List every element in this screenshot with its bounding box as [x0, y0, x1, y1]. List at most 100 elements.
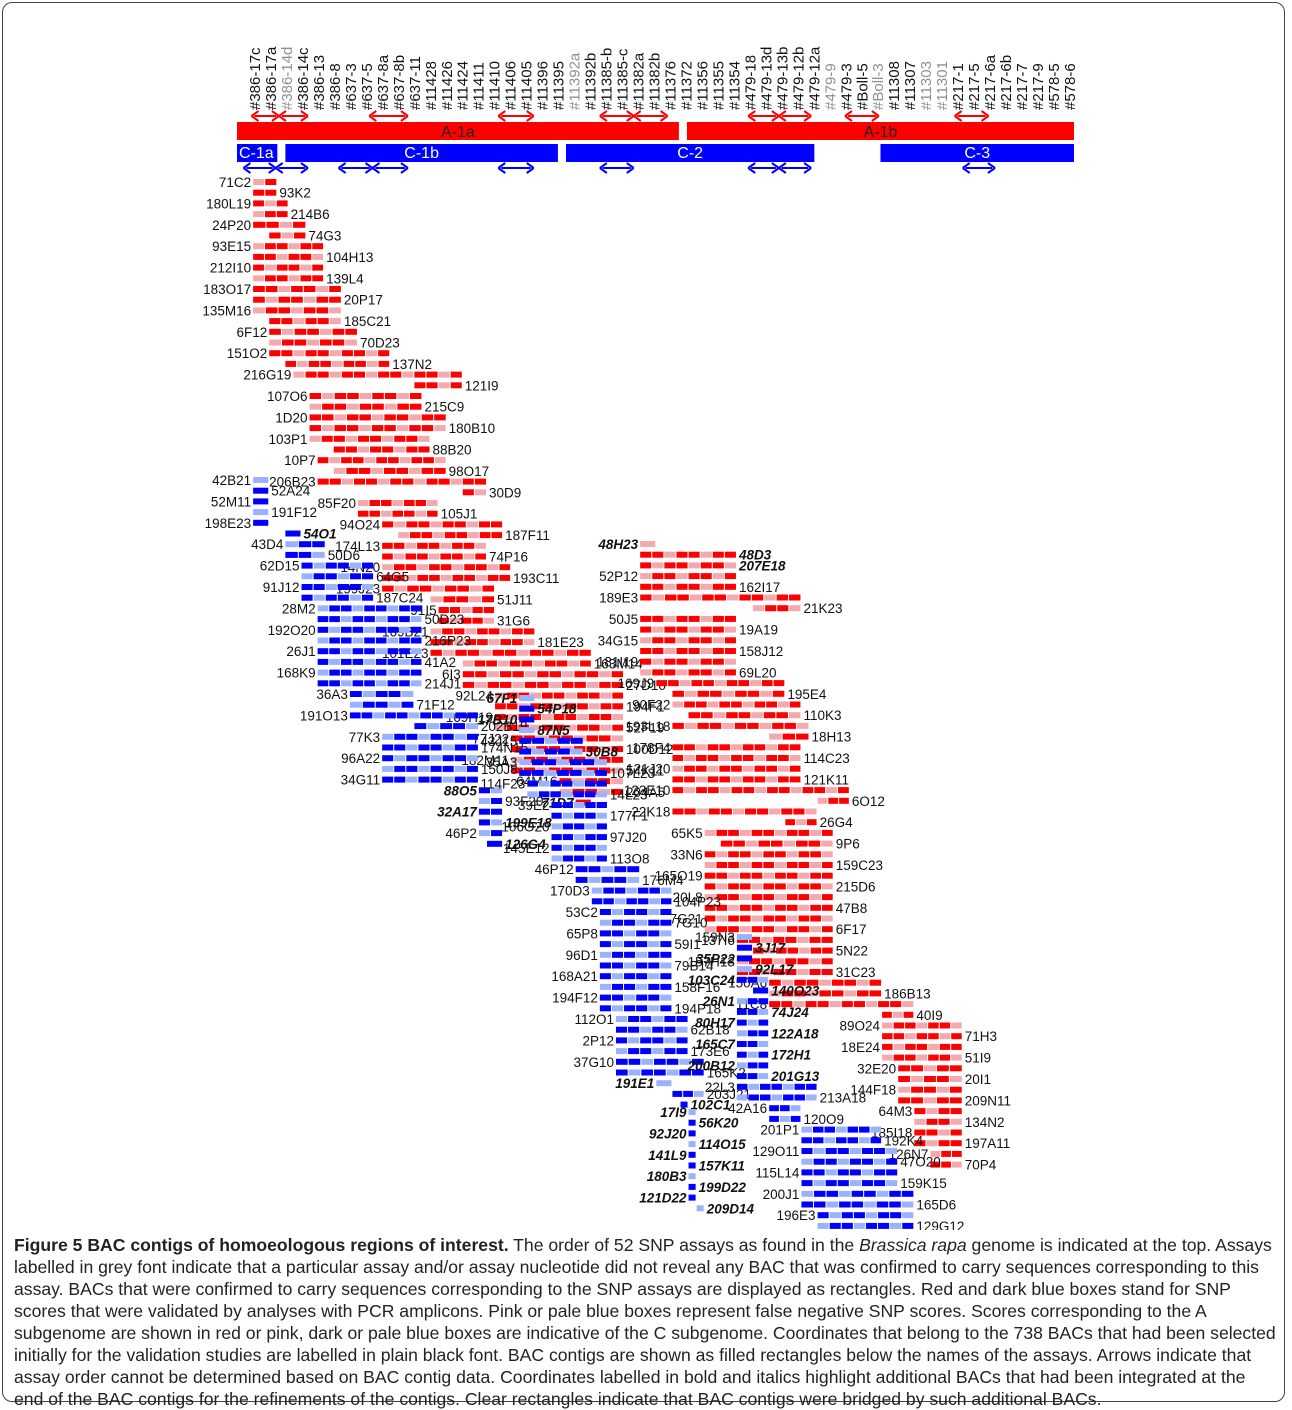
bac-segment [277, 243, 288, 249]
bac-segment [277, 265, 288, 271]
bac-segment [830, 1212, 841, 1218]
bac-segment [280, 222, 292, 228]
bac-row: 40I9 [882, 1008, 943, 1023]
assay-label: #386-13 [311, 55, 328, 110]
bac-segment [703, 680, 714, 686]
bac-segment [612, 735, 624, 741]
bac-segment [335, 393, 347, 399]
bac-segment [291, 297, 303, 303]
bac-label: 191O13 [300, 708, 348, 723]
bac-segment [499, 564, 510, 570]
bac-row: 6O12 [818, 794, 885, 809]
bac-segment [597, 813, 607, 819]
bac-segment [353, 638, 364, 644]
bac-segment [363, 702, 375, 708]
bac-segment [545, 770, 557, 776]
bac-segment [926, 1108, 937, 1114]
bac-row: 52P12 [599, 569, 736, 584]
bac-segment [648, 941, 659, 947]
bac-segment [854, 1212, 865, 1218]
bac-segment [731, 755, 742, 761]
bac-segment [818, 1223, 829, 1229]
bac-segment [599, 671, 610, 677]
bac-segment [597, 856, 607, 862]
bac-label: 104H13 [326, 250, 373, 265]
bac-row: 96D1 [566, 948, 672, 963]
bac-segment [629, 1070, 641, 1076]
bac-segment [832, 980, 844, 986]
bac-segment [574, 845, 584, 851]
bac-segment [813, 1127, 824, 1133]
bac-segment [364, 680, 375, 686]
bac-segment [648, 909, 659, 915]
bac-segment [664, 659, 675, 665]
bac-segment [793, 809, 804, 815]
bac-segment [477, 639, 488, 645]
bac-segment [629, 1059, 641, 1065]
bac-segment [388, 670, 399, 676]
bac-segment [302, 563, 313, 569]
order-arrow [243, 163, 275, 173]
bac-segment [567, 650, 578, 656]
bac-segment [364, 627, 375, 633]
bac-segment [813, 1137, 824, 1143]
bac-segment [265, 254, 276, 260]
bac-segment [781, 809, 792, 815]
bac-row: 135M16 [202, 303, 340, 318]
bac-label: 168A21 [551, 969, 598, 984]
bac-segment [751, 712, 763, 718]
bac-segment [269, 329, 281, 335]
bac-segment [727, 680, 738, 686]
bac-row: 191F12 [253, 505, 317, 520]
bac-segment [302, 595, 313, 601]
assay-label: #386-8 [327, 63, 344, 110]
bac-segment [803, 787, 814, 793]
bac-row: 159C23 [705, 858, 883, 873]
bac-segment [822, 873, 833, 879]
bac-segment [696, 702, 707, 708]
bac-segment [431, 755, 442, 761]
bac-segment [878, 1001, 889, 1007]
bac-segment [463, 671, 474, 677]
bac-segment [595, 759, 607, 765]
bac-label: 42A16 [728, 1101, 767, 1116]
bac-segment [476, 575, 487, 581]
bac-segment [574, 823, 584, 829]
bac-segment [418, 436, 429, 442]
bac-segment [638, 898, 649, 904]
bac-segment [294, 233, 305, 239]
bac-segment [775, 862, 786, 868]
bac-segment [574, 856, 584, 862]
bac-segment [338, 573, 349, 579]
bac-segment [295, 329, 307, 335]
bac-segment [710, 691, 722, 697]
bac-segment [418, 447, 429, 453]
bac-segment [799, 894, 810, 900]
bac-segment [467, 755, 478, 761]
bac-segment [441, 564, 452, 570]
bac-segment [705, 883, 716, 889]
bac-segment [785, 819, 795, 825]
bac-segment [500, 628, 511, 634]
bac-row: 201G13 [737, 1069, 820, 1084]
bac-segment [951, 1119, 962, 1125]
bac-label: 53C2 [566, 905, 598, 920]
bac-segment [307, 329, 319, 335]
bac-segment [728, 830, 739, 836]
bac-segment [397, 425, 408, 431]
bac-segment [898, 1097, 910, 1103]
bac-segment [668, 680, 679, 686]
bac-segment [737, 945, 752, 951]
bac-label: 112O1 [574, 1012, 614, 1027]
bac-segment [422, 414, 433, 420]
bac-segment [819, 990, 831, 996]
bac-segment [519, 727, 534, 733]
bac-segment [443, 755, 454, 761]
bac-segment [463, 682, 474, 688]
bac-segment [563, 802, 573, 808]
bac-segment [282, 233, 293, 239]
bac-segment [814, 1180, 825, 1186]
bac-row: 197A11 [914, 1136, 1010, 1151]
bac-row: 18E24 [841, 1040, 962, 1055]
bac-label: 21K23 [803, 601, 842, 616]
